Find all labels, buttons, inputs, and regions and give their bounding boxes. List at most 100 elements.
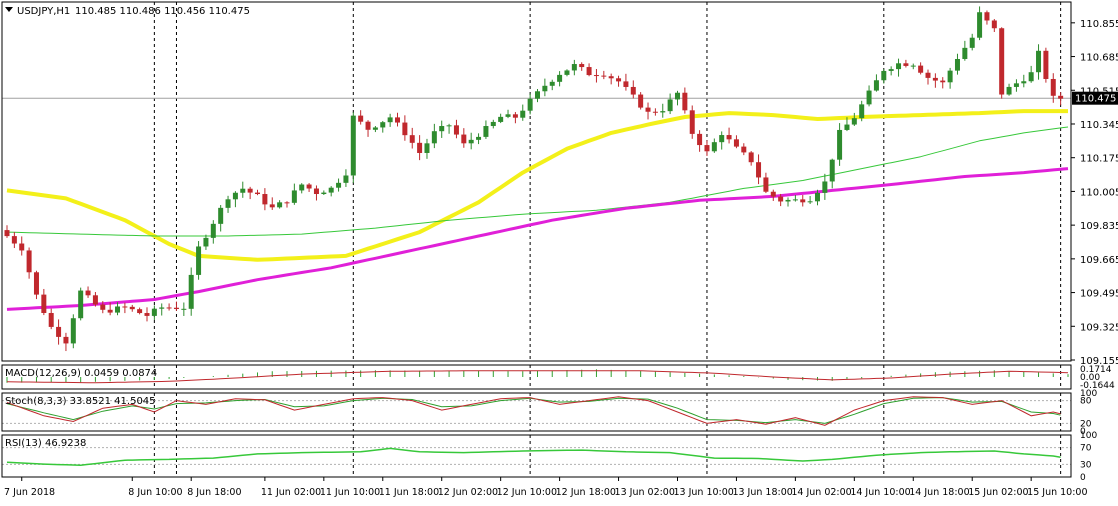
candle-body [851, 118, 857, 125]
candle-body [115, 306, 121, 313]
candle-body [962, 47, 968, 59]
candle-body [490, 121, 496, 127]
candle-body [188, 274, 194, 309]
time-axis-label: 14 Jun 18:00 [909, 487, 969, 498]
candle-body [313, 188, 319, 195]
macd-axis-label: 0.1714 [1080, 365, 1112, 375]
candle-body [365, 121, 371, 130]
candle-body [778, 196, 784, 202]
candle-body [866, 90, 872, 105]
candle-body [918, 65, 924, 73]
candle-body [807, 201, 813, 203]
candle-body [520, 110, 526, 118]
time-axis-label: 13 Jun 10:00 [673, 487, 733, 498]
rsi-axis-label: 70 [1080, 444, 1092, 454]
candle-body [1036, 50, 1042, 73]
candle-body [255, 192, 261, 195]
candle-body [166, 307, 172, 309]
candle-body [601, 75, 607, 77]
candle-body [78, 290, 84, 319]
candle-body [1043, 50, 1049, 79]
time-axis-label: 15 Jun 02:00 [968, 487, 1028, 498]
candle-body [203, 237, 209, 247]
time-axis-label: 11 Jun 02:00 [261, 487, 321, 498]
stochastic-indicator-label: Stoch(8,3,3) 33.8521 41.5045 [5, 396, 156, 407]
candle-body [542, 85, 548, 92]
candle-body [837, 129, 843, 160]
time-axis-label: 8 Jun 18:00 [187, 487, 241, 498]
candle-body [424, 143, 430, 153]
candle-body [247, 188, 253, 193]
price-tag-box [1072, 91, 1118, 105]
candle-body [527, 98, 533, 111]
candle-body [409, 135, 415, 143]
pane-frame [1, 1, 1072, 362]
price-pane: 110.855110.685110.515110.345110.175110.0… [2, 2, 1118, 367]
candle-body [210, 223, 216, 238]
candle-body [763, 177, 769, 192]
candle-body [652, 111, 658, 113]
rsi-axis-label: 30 [1080, 460, 1092, 470]
candle-body [151, 308, 157, 316]
candle-body [26, 250, 32, 273]
ohlc-readout: 110.485 110.486 110.456 110.475 [75, 6, 250, 17]
price-axis-label: 109.155 [1080, 356, 1118, 367]
time-axis-label: 13 Jun 18:00 [732, 487, 792, 498]
time-axis-label: 11 Jun 18:00 [379, 487, 439, 498]
candle-body [1050, 78, 1056, 96]
candle-body [586, 67, 592, 76]
macd-axis-label: -0.1644 [1080, 381, 1115, 391]
candle-body [667, 99, 673, 112]
candle-body [453, 125, 459, 135]
candle-body [144, 313, 150, 316]
candle-body [756, 162, 762, 178]
candle-body [910, 65, 916, 67]
candle-body [660, 111, 666, 113]
pane-frames [1, 1, 1072, 478]
rsi-axis: 100 70 30 0 [1080, 431, 1097, 483]
candle-body [218, 207, 224, 224]
candle-body [903, 63, 909, 66]
candle-body [748, 152, 754, 163]
moving-average-fast [6, 109, 1068, 262]
candle-body [343, 175, 349, 183]
candle-body [1028, 72, 1034, 82]
macd-period-separators [153, 365, 1062, 389]
triangle-down-icon[interactable] [5, 7, 13, 12]
candle-body [800, 199, 806, 203]
candle-body [741, 146, 747, 153]
candle-body [925, 72, 931, 78]
candle-body [269, 204, 275, 208]
candle-body [446, 125, 452, 127]
candle-body [483, 126, 489, 137]
pane-frame [1, 392, 1072, 432]
candle-body [137, 309, 143, 314]
candle-body [173, 307, 179, 310]
macd-indicator-label: MACD(12,26,9) 0.0459 0.0874 [5, 368, 157, 379]
candle-body [888, 69, 894, 71]
candle-body [947, 70, 953, 83]
candle-body [498, 116, 504, 122]
candle-body [770, 191, 776, 197]
candle-body [395, 117, 401, 123]
time-axis-label: 14 Jun 10:00 [850, 487, 910, 498]
time-axis-label: 14 Jun 02:00 [791, 487, 851, 498]
candlesticks [4, 6, 1064, 352]
candle-body [844, 124, 850, 130]
candle-body [107, 309, 113, 313]
stochastic-axis-label: 0 [1080, 427, 1086, 437]
candle-body [232, 192, 238, 200]
price-axis-label: 110.685 [1080, 53, 1118, 64]
candle-body [593, 75, 599, 77]
price-axis-label: 109.325 [1080, 322, 1118, 333]
time-axis: 7 Jun 2018 8 Jun 10:00 8 Jun 18:00 11 Jun 0… [4, 477, 1088, 498]
candle-body [196, 246, 202, 275]
candle-body [291, 190, 297, 203]
candle-body [358, 115, 364, 122]
candle-body [608, 76, 614, 79]
candle-body [564, 70, 570, 75]
candle-body [225, 199, 231, 208]
candle-body [999, 28, 1005, 95]
candle-body [638, 94, 644, 108]
